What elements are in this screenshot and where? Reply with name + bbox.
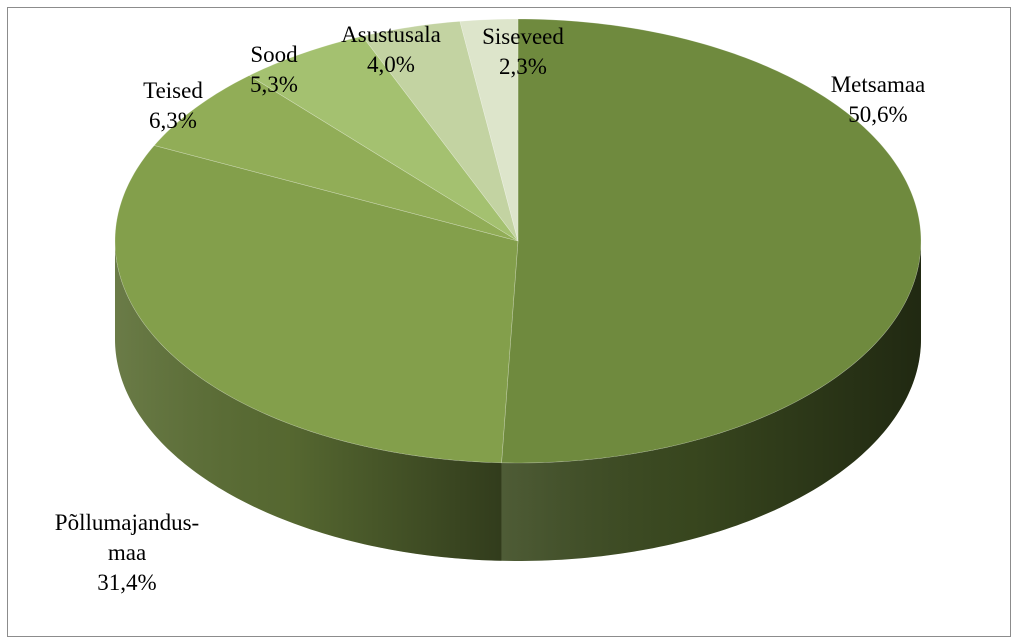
label-pollumajandusmaa-value: 31,4%	[97, 570, 157, 595]
pie-chart	[114, 18, 922, 561]
pie-slice-metsamaa	[501, 18, 922, 464]
label-teised-name: Teised	[143, 78, 203, 103]
pie-side-shade-p-llumajandus-maa	[115, 241, 502, 561]
label-asustusala-value: 4,0%	[367, 52, 415, 77]
label-asustusala-name: Asustusala	[341, 22, 441, 47]
label-siseveed-value: 2,3%	[499, 54, 547, 79]
pie-slice-asustusala	[361, 20, 519, 242]
label-sood-value: 5,3%	[250, 72, 298, 97]
label-metsamaa: Metsamaa 50,6%	[798, 70, 958, 130]
label-asustusala: Asustusala 4,0%	[316, 20, 466, 80]
label-sood-name: Sood	[250, 42, 298, 67]
label-pollumajandusmaa-line1: Põllumajandus-	[54, 510, 200, 535]
label-metsamaa-value: 50,6%	[848, 102, 908, 127]
pie-tops	[114, 18, 922, 464]
pie-slice-p-llumajandus-maa	[114, 145, 519, 464]
chart-frame: Metsamaa 50,6% Põllumajandus- maa 31,4% …	[7, 7, 1011, 637]
pie-sides	[115, 241, 921, 561]
pie-slice-teised	[153, 75, 519, 242]
label-sood: Sood 5,3%	[226, 40, 322, 100]
label-metsamaa-name: Metsamaa	[830, 72, 926, 97]
label-siseveed-name: Siseveed	[482, 24, 564, 49]
pie-slice-sood	[248, 35, 519, 242]
pie-side-shade-metsamaa	[501, 241, 921, 561]
pie-slice-siseveed	[459, 18, 519, 242]
label-teised: Teised 6,3%	[118, 76, 228, 136]
label-pollumajandusmaa-line2: maa	[107, 540, 147, 565]
label-pollumajandusmaa: Põllumajandus- maa 31,4%	[12, 508, 242, 598]
label-siseveed: Siseveed 2,3%	[458, 22, 588, 82]
label-teised-value: 6,3%	[149, 108, 197, 133]
